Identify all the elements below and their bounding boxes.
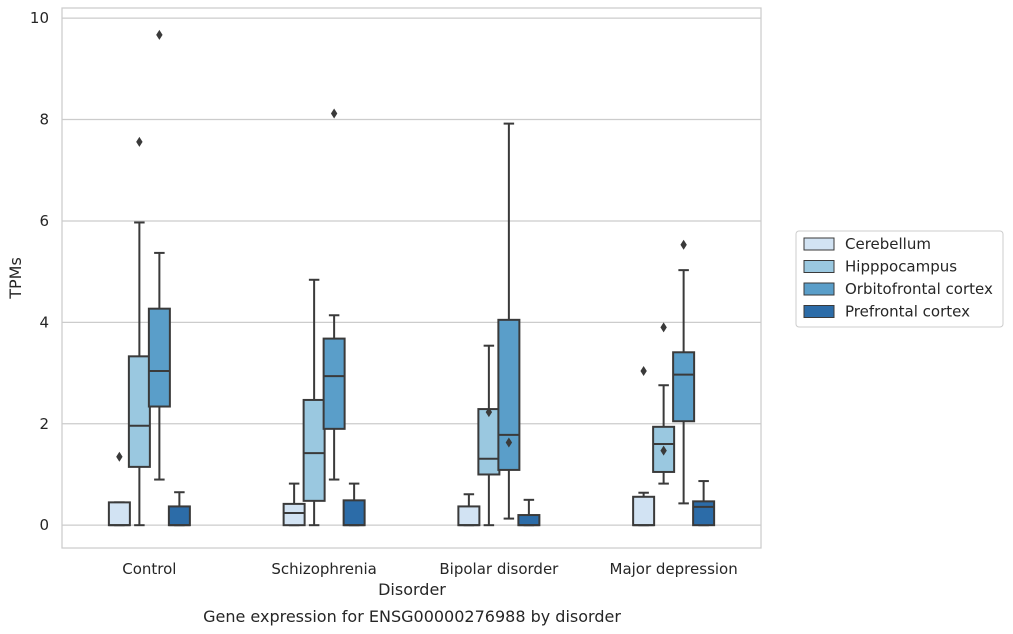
box-rect bbox=[672, 351, 696, 423]
box-rect bbox=[107, 501, 131, 527]
legend-label: Hipppocampus bbox=[845, 258, 957, 276]
outlier-point bbox=[660, 322, 667, 333]
box-rect bbox=[477, 408, 501, 476]
box-hipppocampus bbox=[477, 344, 501, 527]
y-tick-label: 10 bbox=[30, 9, 49, 27]
legend: Cerebellum Hipppocampus Orbitofrontal cort… bbox=[795, 230, 1004, 328]
legend-label: Orbitofrontal cortex bbox=[845, 280, 993, 298]
box-cerebellum bbox=[632, 491, 656, 527]
x-tick-label: Major depression bbox=[610, 560, 738, 578]
outlier-point bbox=[505, 437, 513, 448]
box-rect bbox=[342, 499, 366, 527]
legend-label: Cerebellum bbox=[845, 235, 931, 253]
y-tick-label: 0 bbox=[39, 516, 49, 534]
box-rect bbox=[282, 502, 306, 527]
box-prefrontal-cortex bbox=[692, 480, 716, 527]
legend-swatch bbox=[803, 237, 835, 251]
outlier-point bbox=[116, 451, 123, 462]
y-tick-label: 6 bbox=[39, 212, 49, 230]
box-cerebellum bbox=[457, 493, 481, 527]
box-rect bbox=[167, 505, 191, 527]
box-rect bbox=[322, 337, 346, 430]
chart-caption: Gene expression for ENSG00000276988 by d… bbox=[203, 607, 621, 626]
box-rect bbox=[127, 355, 151, 468]
box-rect bbox=[497, 318, 521, 471]
box-hipppocampus bbox=[302, 278, 326, 527]
outlier-point bbox=[485, 407, 493, 418]
y-tick-label: 8 bbox=[39, 111, 49, 129]
x-tick-label: Control bbox=[122, 560, 176, 578]
legend-swatch bbox=[803, 260, 835, 273]
box-prefrontal-cortex bbox=[167, 491, 191, 527]
plot-frame bbox=[61, 7, 762, 549]
box-prefrontal-cortex bbox=[342, 482, 366, 527]
box-rect bbox=[457, 505, 481, 527]
outlier-point bbox=[680, 239, 687, 250]
box-rect bbox=[692, 500, 716, 527]
box-prefrontal-cortex bbox=[517, 498, 541, 527]
box-hipppocampus bbox=[652, 384, 676, 485]
box-orbitofrontal-cortex bbox=[322, 108, 346, 481]
x-tick-labels: Control Schizophrenia Bipolar disorder Majo… bbox=[122, 560, 737, 578]
box-orbitofrontal-cortex bbox=[672, 269, 696, 505]
y-tick-label: 2 bbox=[39, 415, 49, 433]
boxes bbox=[107, 29, 716, 527]
y-tick-label: 4 bbox=[39, 313, 49, 331]
box-rect bbox=[517, 514, 541, 527]
outlier-point bbox=[660, 445, 667, 456]
box-cerebellum bbox=[107, 501, 131, 527]
box-cerebellum bbox=[282, 482, 306, 527]
legend-frame bbox=[795, 230, 1004, 328]
y-axis-title: TPMs bbox=[6, 257, 25, 300]
x-tick-label: Bipolar disorder bbox=[439, 560, 559, 578]
box-orbitofrontal-cortex bbox=[147, 29, 171, 481]
outlier-point bbox=[330, 108, 338, 119]
outlier-point bbox=[156, 29, 163, 40]
box-hipppocampus bbox=[127, 136, 151, 527]
x-tick-label: Schizophrenia bbox=[271, 560, 376, 578]
box-rect bbox=[632, 495, 656, 527]
box-rect bbox=[302, 398, 326, 502]
outlier-point bbox=[136, 136, 143, 147]
outlier-point bbox=[640, 366, 647, 377]
y-tick-labels: 0 2 4 6 8 10 bbox=[30, 9, 49, 534]
box-orbitofrontal-cortex bbox=[497, 122, 521, 520]
legend-swatch bbox=[803, 305, 835, 318]
legend-swatch bbox=[803, 282, 835, 296]
box-rect bbox=[147, 307, 171, 408]
x-axis-title: Disorder bbox=[378, 580, 446, 599]
legend-label: Prefrontal cortex bbox=[845, 303, 970, 321]
